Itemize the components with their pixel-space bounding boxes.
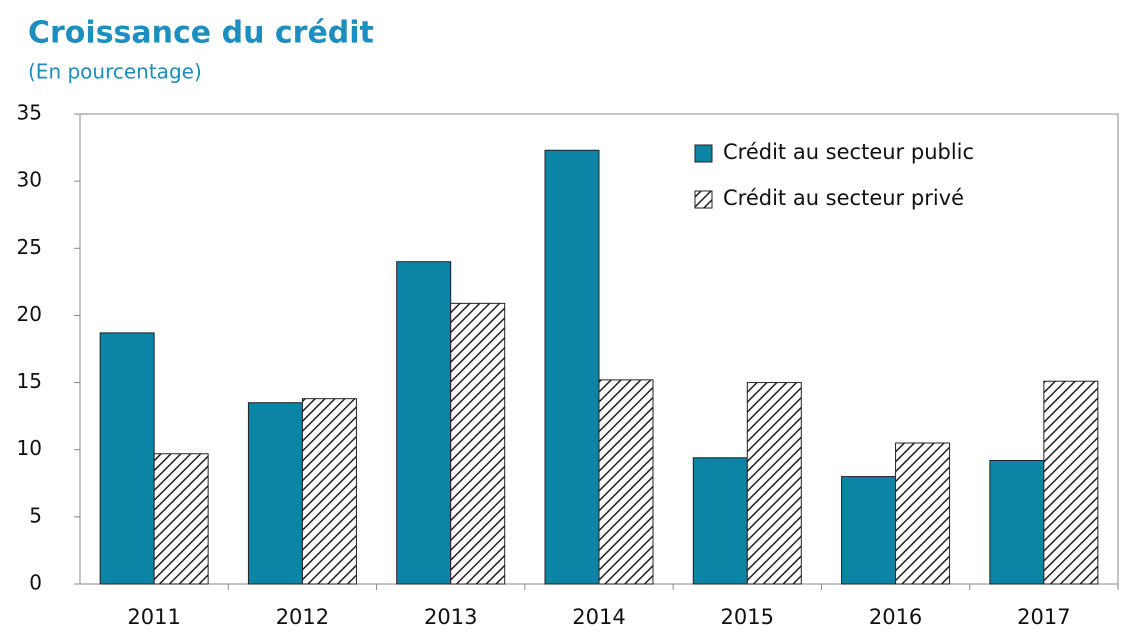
y-tick-label: 20	[17, 302, 42, 326]
y-tick-label: 0	[29, 571, 42, 595]
bar	[989, 459, 1045, 585]
x-tick-label: 2016	[869, 605, 922, 629]
y-tick-label: 35	[17, 101, 42, 125]
bar	[841, 476, 897, 585]
chart-title: Croissance du crédit	[28, 16, 374, 51]
bar	[746, 382, 802, 585]
y-tick-label: 5	[29, 503, 42, 527]
x-tick-label: 2012	[276, 605, 329, 629]
x-tick-label: 2017	[1017, 605, 1070, 629]
bar	[99, 332, 155, 585]
x-tick-label: 2014	[572, 605, 625, 629]
bar	[1043, 380, 1099, 585]
bar	[301, 398, 357, 585]
y-tick-label: 10	[17, 436, 42, 460]
chart-subtitle: (En pourcentage)	[28, 60, 202, 84]
y-tick-label: 25	[17, 235, 42, 259]
legend-label: Crédit au secteur public	[723, 140, 974, 164]
legend-swatch	[694, 144, 713, 163]
y-tick-label: 30	[17, 168, 42, 192]
bar	[692, 457, 748, 585]
y-tick-label: 15	[17, 369, 42, 393]
bar	[396, 261, 452, 585]
x-tick-label: 2015	[721, 605, 774, 629]
bar	[450, 302, 506, 585]
bar	[895, 442, 951, 585]
legend-swatch	[694, 190, 713, 209]
x-tick-label: 2011	[127, 605, 180, 629]
legend-label: Crédit au secteur privé	[723, 186, 964, 210]
x-tick-label: 2013	[424, 605, 477, 629]
bar	[544, 149, 600, 585]
bar	[598, 379, 654, 585]
bar	[153, 453, 209, 585]
bar	[247, 402, 303, 585]
